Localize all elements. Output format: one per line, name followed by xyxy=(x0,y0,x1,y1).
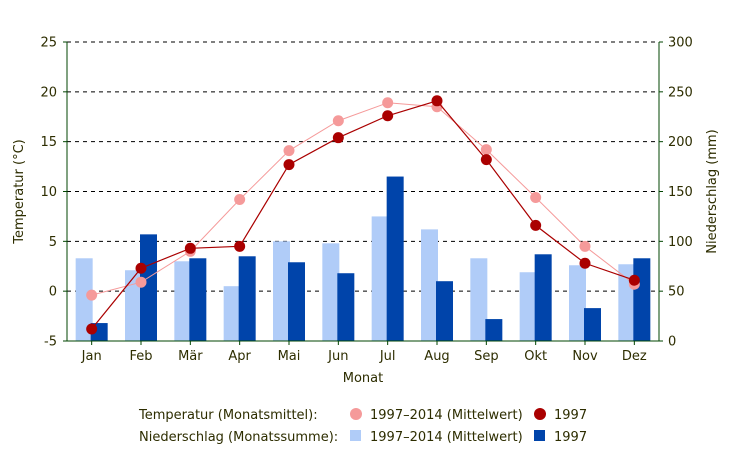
tick-label-right: 150 xyxy=(668,185,693,200)
tick-label-left: 5 xyxy=(49,235,57,250)
legend-precipitation-average-marker xyxy=(350,430,361,441)
point-temperature-1997 xyxy=(234,240,246,252)
point-temperature-1997 xyxy=(332,132,344,144)
tick-label-left: 0 xyxy=(49,285,57,300)
tick-label-month: Nov xyxy=(572,349,598,364)
bar-precipitation-average xyxy=(273,241,290,341)
grid-layer xyxy=(67,41,659,292)
point-temperature-1997 xyxy=(480,154,492,166)
point-temperature-average xyxy=(382,97,394,109)
bar-precipitation-1997 xyxy=(288,262,305,341)
legend-precipitation-label: Niederschlag (Monatssumme): xyxy=(139,430,338,445)
tick-label-right: 50 xyxy=(668,285,685,300)
point-temperature-average xyxy=(135,276,147,288)
bar-precipitation-1997 xyxy=(633,258,651,341)
point-temperature-average xyxy=(579,240,591,252)
legend-temperature-1997-label: 1997 xyxy=(554,408,587,423)
point-temperature-1997 xyxy=(86,323,98,335)
point-temperature-average xyxy=(480,144,492,156)
x-axis-title: Monat xyxy=(343,371,383,386)
point-temperature-1997 xyxy=(135,262,147,274)
point-temperature-1997 xyxy=(184,242,196,254)
tick-label-right: 100 xyxy=(668,235,693,250)
legend-precipitation-average-label: 1997–2014 (Mittelwert) xyxy=(370,430,523,445)
tick-label-month: Okt xyxy=(524,349,547,364)
bar-precipitation-average xyxy=(223,286,241,341)
tick-label-month: Aug xyxy=(424,349,449,364)
line-temperature-1997 xyxy=(91,100,635,330)
point-temperature-average xyxy=(283,145,295,157)
bar-precipitation-average xyxy=(125,270,142,341)
legend-temperature-average-marker xyxy=(350,408,362,420)
point-temperature-average xyxy=(86,289,98,301)
bar-layer xyxy=(75,176,651,341)
point-temperature-average xyxy=(234,193,246,205)
bar-precipitation-1997 xyxy=(386,176,404,341)
tick-label-month: Jun xyxy=(327,349,348,364)
bar-precipitation-average xyxy=(470,258,488,341)
tick-label-left: 15 xyxy=(40,135,57,150)
tick-label-right: 250 xyxy=(668,85,693,100)
tick-label-month: Mai xyxy=(278,349,301,364)
bar-precipitation-average xyxy=(569,265,586,341)
tick-label-month: Feb xyxy=(129,349,152,364)
y-axis-left-title: Temperatur (°C) xyxy=(12,139,27,245)
legend-temperature-label: Temperatur (Monatsmittel): xyxy=(138,408,318,423)
tick-label-left: 10 xyxy=(40,185,57,200)
point-temperature-1997 xyxy=(579,257,591,269)
bar-precipitation-1997 xyxy=(485,319,503,341)
bar-precipitation-1997 xyxy=(584,308,601,341)
point-temperature-1997 xyxy=(530,219,542,231)
legend-precipitation-1997-marker xyxy=(534,430,545,441)
line-layer xyxy=(86,95,640,335)
tick-label-month: Dez xyxy=(622,349,647,364)
bar-precipitation-average xyxy=(174,261,192,341)
point-temperature-average xyxy=(332,115,344,127)
bar-precipitation-average xyxy=(519,272,537,341)
point-temperature-1997 xyxy=(382,110,394,122)
bar-precipitation-1997 xyxy=(436,281,453,341)
bar-precipitation-1997 xyxy=(534,254,552,341)
tick-label-month: Jan xyxy=(81,349,102,364)
tick-label-left: 20 xyxy=(40,85,57,100)
y-axis-right-title: Niederschlag (mm) xyxy=(705,129,720,254)
legend-temperature-1997-marker xyxy=(534,408,546,420)
tick-label-left: 25 xyxy=(40,36,57,51)
tick-label-right: 200 xyxy=(668,135,693,150)
tick-label-right: 0 xyxy=(668,335,676,350)
bar-precipitation-1997 xyxy=(238,256,256,341)
legend-temperature-average-label: 1997–2014 (Mittelwert) xyxy=(370,408,523,423)
tick-label-right: 300 xyxy=(668,36,693,51)
point-temperature-1997 xyxy=(628,274,640,286)
point-temperature-average xyxy=(530,191,542,203)
point-temperature-1997 xyxy=(431,95,443,107)
tick-label-month: Apr xyxy=(228,349,251,364)
point-temperature-1997 xyxy=(283,159,295,171)
tick-label-month: Jul xyxy=(379,349,396,364)
bar-precipitation-average xyxy=(421,229,438,341)
bar-precipitation-average xyxy=(322,243,340,341)
bar-precipitation-average xyxy=(371,216,389,341)
tick-label-month: Mär xyxy=(178,349,203,364)
line-temperature-average xyxy=(91,102,635,296)
tick-label-month: Sep xyxy=(474,349,499,364)
bar-precipitation-1997 xyxy=(189,258,207,341)
tick-label-left: -5 xyxy=(44,335,57,350)
legend-precipitation-1997-label: 1997 xyxy=(554,430,587,445)
bar-precipitation-average xyxy=(75,258,93,341)
bar-precipitation-1997 xyxy=(337,273,355,341)
legend: Temperatur (Monatsmittel): 1997–2014 (Mi… xyxy=(138,408,587,445)
bar-precipitation-1997 xyxy=(140,234,157,341)
